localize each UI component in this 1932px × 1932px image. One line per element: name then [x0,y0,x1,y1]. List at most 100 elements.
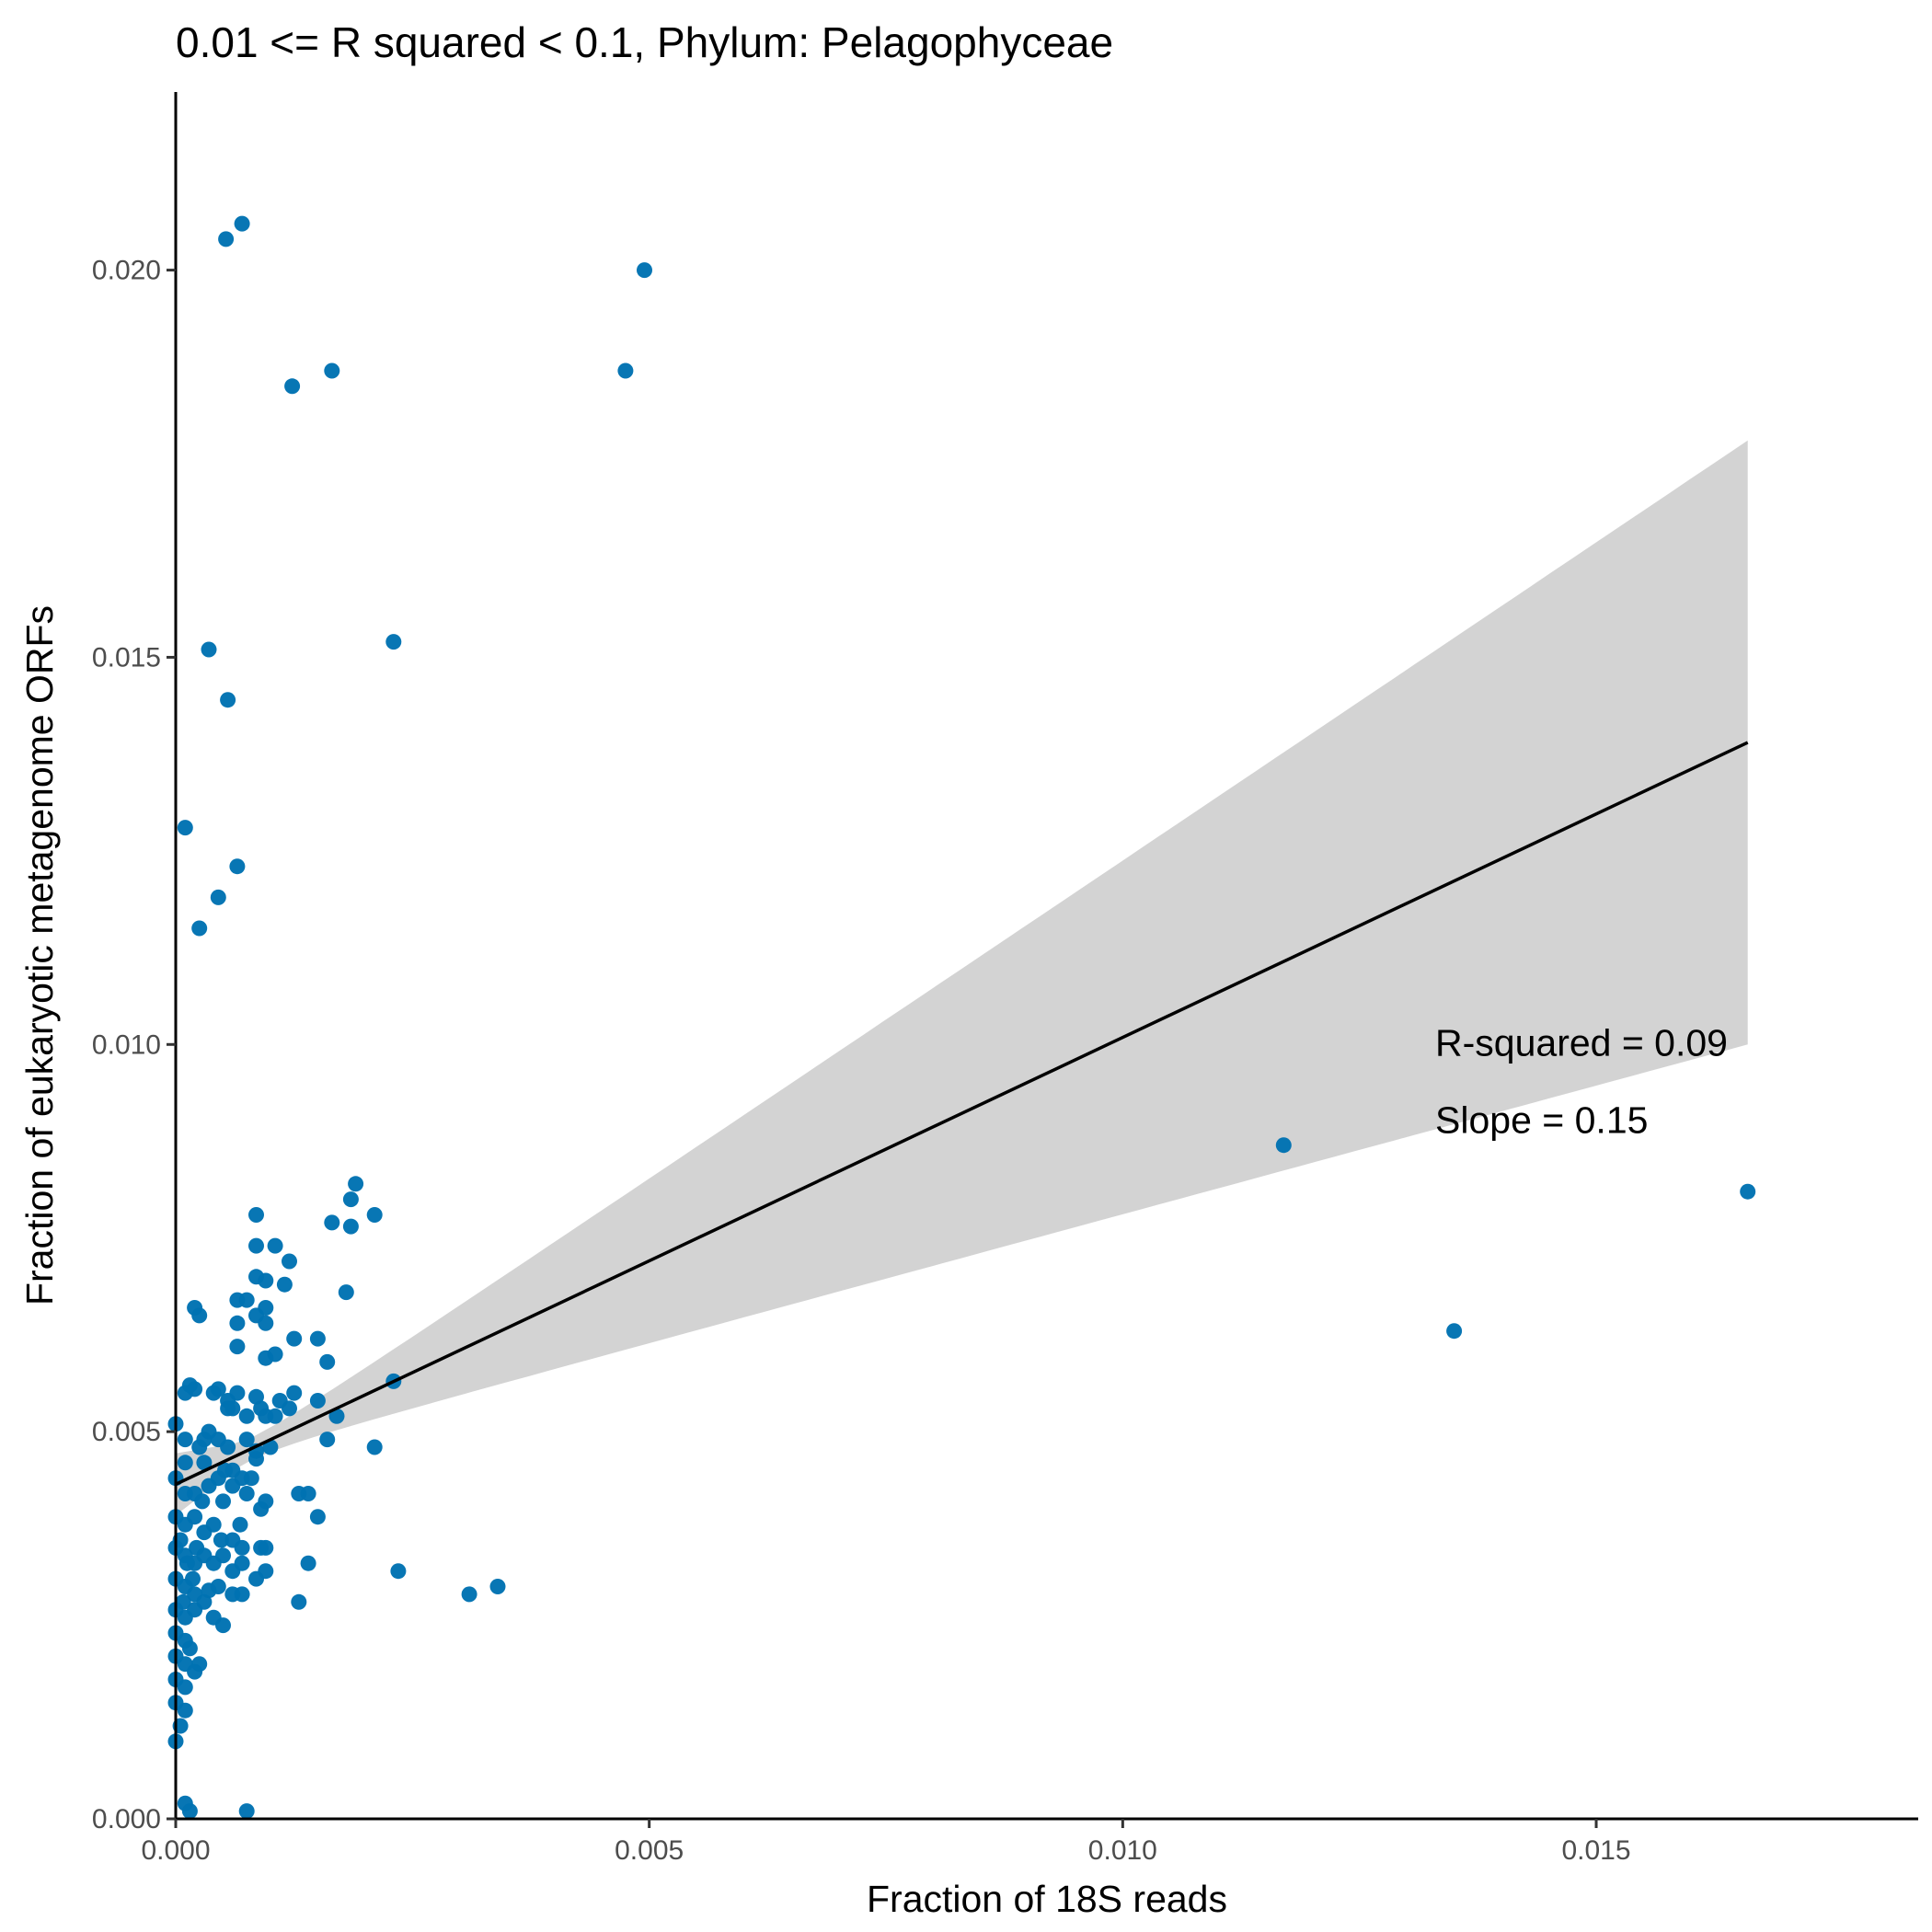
y-tick-label: 0.000 [92,1804,161,1834]
regression-line [175,741,1749,1486]
data-point [348,1176,364,1192]
data-point [177,1679,193,1696]
data-point [366,1439,383,1455]
data-point [489,1579,506,1594]
data-point [201,641,217,658]
data-point [177,1455,193,1471]
data-point [286,1385,303,1401]
data-point [215,1617,231,1634]
data-point [258,1315,274,1331]
data-point [1740,1183,1756,1200]
y-tick-label: 0.005 [92,1417,161,1447]
data-point [300,1486,316,1501]
data-point [181,1803,198,1820]
data-point [319,1353,336,1370]
data-point [309,1509,326,1525]
data-point [238,1408,255,1424]
data-point [191,920,208,937]
points-layer [167,215,1756,1820]
data-point [284,378,301,395]
data-point [187,1381,203,1397]
data-point [175,1593,191,1610]
data-point [366,1207,383,1223]
data-point [238,1803,255,1820]
data-point [191,1307,208,1324]
data-point [258,1272,274,1289]
data-point [205,1516,222,1533]
data-point [248,1207,264,1223]
data-point [234,1586,250,1603]
data-point [177,1432,193,1448]
x-axis-title: Fraction of 18S reads [867,1878,1227,1920]
data-point [267,1408,283,1424]
data-point [229,1339,246,1355]
data-point [282,1253,297,1270]
y-tick-label: 0.010 [92,1029,161,1060]
slope-annotation: Slope = 0.15 [1435,1098,1648,1141]
data-point [291,1593,307,1610]
data-point [234,215,250,232]
data-point [201,1478,217,1494]
data-point [224,1478,241,1494]
data-point [286,1330,303,1347]
data-point [385,634,402,650]
data-point [177,820,193,836]
x-tick-label: 0.010 [1088,1835,1157,1866]
y-tick-label: 0.020 [92,256,161,286]
data-point [181,1640,198,1657]
data-point [210,1579,226,1594]
data-point [1275,1137,1292,1154]
x-tick-label: 0.015 [1561,1835,1630,1866]
data-point [220,692,236,708]
x-tick-label: 0.005 [615,1835,684,1866]
data-point [309,1330,326,1347]
data-point [258,1539,274,1556]
data-point [637,262,652,279]
data-point [229,1315,246,1331]
data-point [194,1493,211,1510]
data-point [232,1516,248,1533]
data-point [248,1237,264,1254]
data-point [1446,1323,1463,1340]
data-point [220,1439,236,1455]
data-point [178,1555,195,1571]
data-point [196,1455,213,1471]
data-point [185,1570,201,1587]
confidence-band [176,440,1748,1516]
data-point [258,1350,274,1366]
data-point [300,1555,316,1571]
data-point [390,1563,407,1580]
data-point [328,1408,345,1424]
data-point [282,1400,297,1417]
data-point [309,1393,326,1409]
data-point [217,1462,233,1478]
data-point [229,858,246,875]
data-point [276,1276,293,1293]
data-point [238,1432,255,1448]
data-point [342,1191,359,1208]
data-point [238,1486,255,1501]
data-point [191,1656,208,1673]
data-point [187,1509,203,1525]
data-point [617,362,634,379]
y-tick-label: 0.015 [92,642,161,673]
data-point [342,1218,359,1235]
data-point [234,1555,250,1571]
data-point [187,1602,203,1618]
data-point [461,1586,477,1603]
data-point [324,362,340,379]
data-point [238,1292,255,1308]
data-point [177,1702,193,1719]
data-point [234,1539,250,1556]
data-point [215,1547,231,1564]
r-squared-annotation: R-squared = 0.09 [1435,1021,1728,1064]
data-point [338,1284,354,1301]
data-point [189,1539,205,1556]
y-axis-ticks: 0.000 0.005 0.010 0.015 0.020 [92,256,176,1834]
data-point [248,1451,264,1467]
data-point [258,1493,274,1510]
data-point [215,1493,231,1510]
data-point [210,889,226,905]
y-axis-title: Fraction of eukaryotic metagenome ORFs [18,605,61,1305]
